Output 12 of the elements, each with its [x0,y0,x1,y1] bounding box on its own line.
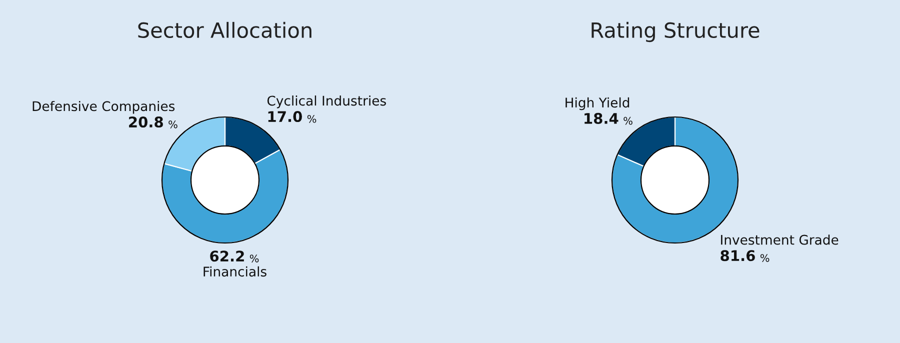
data-label: 20.8 % [129,116,178,128]
text: 62.2 % [210,250,259,262]
slice-label: Cyclical Industries [267,95,386,108]
data-label: 18.4 % [584,112,632,125]
slice-label: Financials [204,266,266,277]
slice-label: Investment Grade [721,234,838,245]
chart-title: Sector Allocation [138,22,312,38]
slice-label: Defensive Companies [32,100,175,114]
data-label: 17.0 % [268,111,316,123]
data-label: 81.6 % [720,250,770,262]
slice-label: High Yield [566,97,630,110]
chart-title: Rating Structure [592,22,760,42]
